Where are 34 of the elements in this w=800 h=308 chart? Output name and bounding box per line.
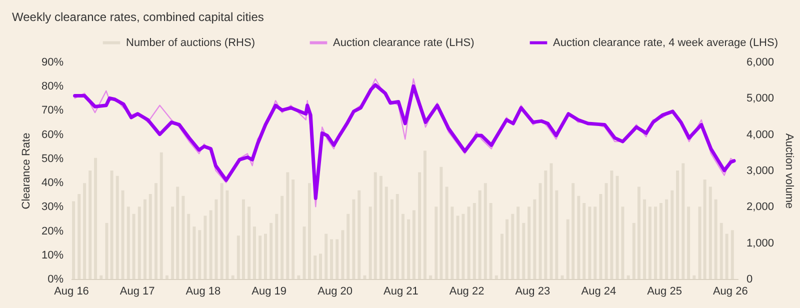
- y-tick-label: 0%: [48, 274, 64, 286]
- y-tick-label: 20%: [41, 225, 64, 238]
- y-tick-label: 10%: [41, 249, 64, 262]
- x-tick-label: Aug 24: [581, 286, 616, 298]
- y-tick-label: 60%: [41, 128, 64, 141]
- y-tick-label: 40%: [41, 177, 64, 190]
- legend-label: Auction clearance rate, 4 week average (LHS): [553, 36, 778, 49]
- y-tick-label: 70%: [41, 104, 64, 117]
- x-tick-label: Aug 25: [647, 286, 682, 298]
- y-tick-label: 30%: [41, 201, 64, 214]
- y-tick-label: 50%: [41, 152, 64, 165]
- y2-tick-label: 5,000: [746, 92, 774, 105]
- y2-axis-title: Auction volume: [783, 133, 796, 209]
- x-tick-label: Aug 17: [120, 286, 155, 298]
- y2-tick-label: 2,000: [746, 201, 774, 214]
- x-tick-label: Aug 16: [54, 286, 89, 298]
- y2-tick-label: 1,000: [746, 237, 774, 250]
- x-tick-label: Aug 22: [449, 286, 484, 298]
- legend-label: Auction clearance rate (LHS): [333, 36, 474, 49]
- x-tick-label: Aug 18: [186, 286, 221, 298]
- y2-tick-label: 4,000: [746, 128, 774, 141]
- x-tick-label: Aug 20: [318, 286, 353, 298]
- legend-label: Number of auctions (RHS): [126, 36, 255, 49]
- y2-tick-label: 0: [746, 274, 753, 286]
- chart-title: Weekly clearance rates, combined capital cities: [12, 10, 264, 24]
- x-tick-label: Aug 21: [384, 286, 418, 298]
- x-tick-label: Aug 23: [515, 286, 550, 298]
- y-tick-label: 80%: [41, 80, 64, 93]
- y2-tick-label: 3,000: [746, 165, 774, 177]
- x-tick-label: Aug 26: [712, 286, 748, 298]
- y2-tick-label: 6,000: [746, 56, 774, 68]
- y-tick-label: 90%: [41, 56, 64, 68]
- x-tick-label: Aug 19: [252, 286, 286, 298]
- y-axis-title: Clearance Rate: [20, 132, 32, 210]
